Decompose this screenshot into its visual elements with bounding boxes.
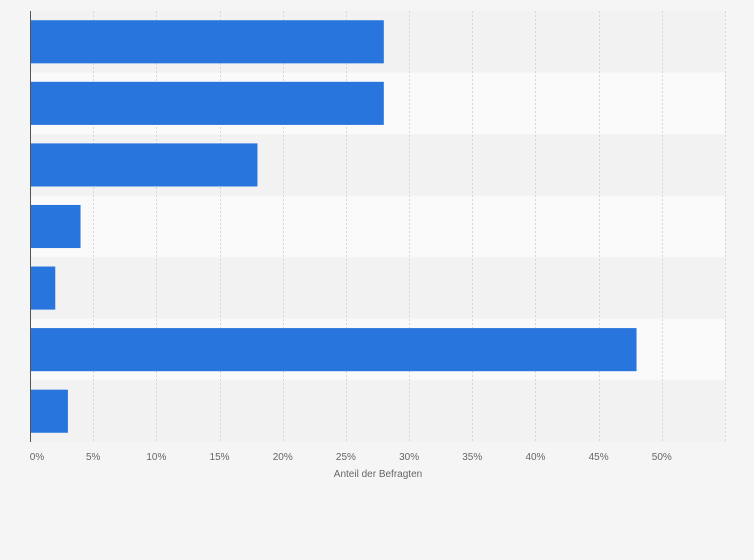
x-tick-label: 40% (525, 452, 545, 463)
row-band (30, 195, 725, 258)
x-tick-label: 10% (146, 452, 166, 463)
x-tick-label: 5% (86, 452, 101, 463)
x-tick-labels: 0% 5% 10% 15% 20% 25% 30% 35% 40% 45% 50% (30, 452, 672, 463)
bars (30, 20, 637, 433)
bar (30, 20, 384, 64)
bar (30, 143, 258, 187)
bar (30, 81, 384, 125)
x-tick-label: 20% (273, 452, 293, 463)
x-tick-label: 45% (589, 452, 609, 463)
bar (30, 266, 56, 310)
x-axis-title: Anteil der Befragten (334, 469, 422, 480)
row-bands (30, 11, 725, 442)
row-band (30, 257, 725, 319)
x-tick-label: 30% (399, 452, 419, 463)
bar (30, 389, 68, 433)
bar (30, 328, 637, 372)
x-tick-label: 35% (462, 452, 482, 463)
bar (30, 204, 81, 249)
x-tick-label: 50% (652, 452, 672, 463)
x-tick-label: 0% (30, 452, 45, 463)
x-tick-label: 25% (336, 452, 356, 463)
row-band (30, 380, 725, 442)
x-tick-label: 15% (210, 452, 230, 463)
